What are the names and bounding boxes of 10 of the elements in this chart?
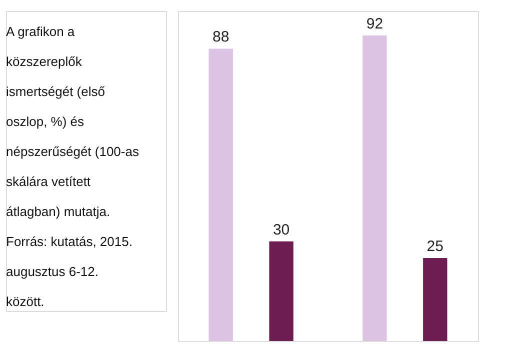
bar bbox=[269, 241, 294, 341]
bar bbox=[423, 258, 448, 341]
bar bbox=[208, 48, 233, 341]
text: A grafikon a közszereplők ismertségét (első oszlop, %) és népszerűségét (100-as skálára vetített átlagban) mutatja. bbox=[6, 24, 140, 219]
data-label: 92 bbox=[366, 15, 384, 32]
data-label: 88 bbox=[212, 28, 230, 46]
data-label: 30 bbox=[272, 221, 290, 238]
text: Forrás: kutatás, 2015. augusztus 6-12. között. bbox=[6, 234, 132, 309]
data-label: 25 bbox=[426, 238, 444, 255]
bar bbox=[362, 35, 387, 341]
